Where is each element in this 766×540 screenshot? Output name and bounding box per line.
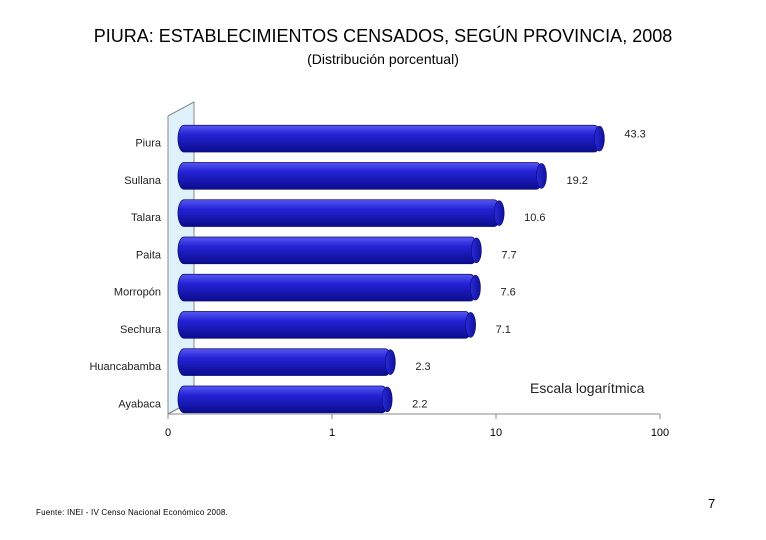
data-label: 7.6 <box>500 287 515 299</box>
data-label: 2.3 <box>415 361 430 373</box>
bar-cap <box>465 312 476 338</box>
category-label: Talara <box>131 212 162 224</box>
bar-cap <box>381 386 393 413</box>
bar-cap <box>493 200 505 226</box>
data-label: 43.3 <box>624 129 645 141</box>
bar-cap <box>471 237 482 264</box>
bar-cap <box>470 274 481 301</box>
category-label: Sullana <box>124 175 162 187</box>
chart-title: PIURA: ESTABLECIMIENTOS CENSADOS, SEGÚN … <box>93 26 673 46</box>
category-label: Piura <box>135 138 162 150</box>
data-label: 7.1 <box>496 324 511 336</box>
bar-cap <box>385 349 396 375</box>
x-tick-label: 0 <box>165 427 171 439</box>
data-label: 10.6 <box>524 212 545 224</box>
x-tick-label: 1 <box>329 427 335 439</box>
bar <box>177 311 473 339</box>
chart-subtitle: (Distribución porcentual) <box>307 51 459 67</box>
category-label: Huancabamba <box>89 361 161 373</box>
scale-annotation: Escala logarítmica <box>530 380 645 396</box>
bar <box>177 124 601 153</box>
bar <box>177 273 477 302</box>
data-label: 19.2 <box>566 175 587 187</box>
bar <box>177 162 543 190</box>
category-label: Sechura <box>120 324 162 336</box>
bar-cap <box>536 163 547 189</box>
x-tick-label: 100 <box>651 427 669 439</box>
bar-cap <box>594 125 605 152</box>
bar <box>177 236 478 265</box>
category-label: Morropón <box>114 287 161 299</box>
category-label: Ayabaca <box>118 398 161 410</box>
data-label: 2.2 <box>412 398 427 410</box>
x-tick-label: 10 <box>490 427 502 439</box>
bar <box>177 199 501 227</box>
bar <box>177 385 389 414</box>
page-number: 7 <box>708 496 716 511</box>
source-note: Fuente: INEI - IV Censo Nacional Económi… <box>36 508 228 517</box>
data-label: 7.7 <box>501 249 516 261</box>
category-label: Paita <box>136 249 162 261</box>
bar <box>177 348 392 376</box>
